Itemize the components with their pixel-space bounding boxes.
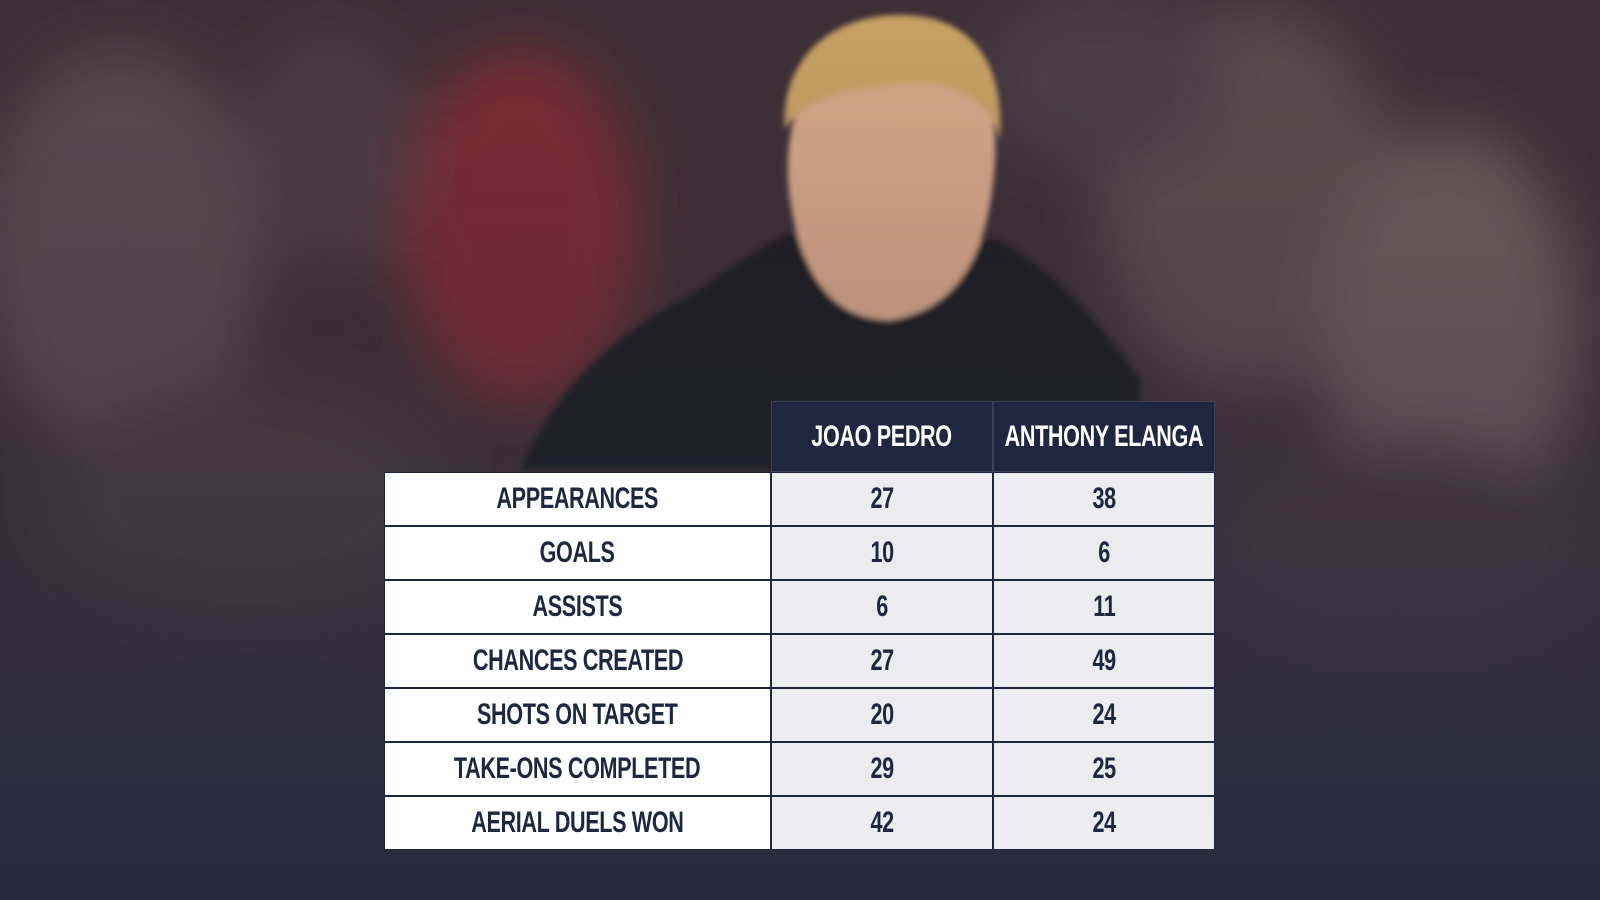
stat-label: APPEARANCES: [384, 472, 771, 526]
stat-value-text: 27: [870, 482, 894, 515]
stat-value: 24: [993, 688, 1215, 742]
stat-value: 11: [993, 580, 1215, 634]
stat-row: GOALS 10 6: [384, 526, 1215, 580]
stat-label-text: SHOTS ON TARGET: [477, 698, 678, 731]
stat-value-text: 24: [1092, 698, 1116, 731]
stat-value-text: 11: [1092, 590, 1116, 623]
player-header: ANTHONY ELANGA: [993, 401, 1215, 472]
stat-value: 49: [993, 634, 1215, 688]
stat-value-text: 20: [870, 698, 894, 731]
stats-table: JOAO PEDRO ANTHONY ELANGA APPEARANCES 27 38 G…: [384, 401, 1215, 850]
player-header: JOAO PEDRO: [771, 401, 993, 472]
stat-value: 42: [771, 796, 993, 850]
stat-value-text: 42: [870, 806, 894, 839]
stat-value-text: 49: [1092, 644, 1116, 677]
stat-value: 25: [993, 742, 1215, 796]
stat-row: AERIAL DUELS WON 42 24: [384, 796, 1215, 850]
stat-label: ASSISTS: [384, 580, 771, 634]
stat-value-text: 38: [1092, 482, 1116, 515]
stat-value: 6: [993, 526, 1215, 580]
stat-value-text: 6: [1098, 536, 1110, 569]
stat-value-text: 25: [1092, 752, 1116, 785]
player-header-text: ANTHONY ELANGA: [1004, 419, 1204, 453]
stat-label: CHANCES CREATED: [384, 634, 771, 688]
stat-value-text: 6: [876, 590, 888, 623]
stat-value: 38: [993, 472, 1215, 526]
stat-label: SHOTS ON TARGET: [384, 688, 771, 742]
stat-value-text: 10: [870, 536, 894, 569]
stat-value: 20: [771, 688, 993, 742]
stat-row: TAKE-ONS COMPLETED 29 25: [384, 742, 1215, 796]
stat-value: 27: [771, 472, 993, 526]
stat-value: 6: [771, 580, 993, 634]
stat-value: 27: [771, 634, 993, 688]
stat-label-text: ASSISTS: [532, 590, 623, 623]
stat-row: ASSISTS 6 11: [384, 580, 1215, 634]
stat-value-text: 29: [870, 752, 894, 785]
header-spacer: [384, 401, 771, 472]
player-header-text: JOAO PEDRO: [811, 419, 953, 453]
header-row: JOAO PEDRO ANTHONY ELANGA: [384, 401, 1215, 472]
stat-row: APPEARANCES 27 38: [384, 472, 1215, 526]
stat-value-text: 27: [870, 644, 894, 677]
stat-value: 10: [771, 526, 993, 580]
stat-label-text: AERIAL DUELS WON: [471, 806, 684, 839]
stat-label: TAKE-ONS COMPLETED: [384, 742, 771, 796]
stat-value: 24: [993, 796, 1215, 850]
stat-label-text: APPEARANCES: [496, 482, 659, 515]
stat-label-text: TAKE-ONS COMPLETED: [454, 752, 701, 785]
stat-label: AERIAL DUELS WON: [384, 796, 771, 850]
stat-value-text: 24: [1092, 806, 1116, 839]
stat-label-text: CHANCES CREATED: [472, 644, 683, 677]
stat-label-text: GOALS: [539, 536, 615, 569]
stat-row: SHOTS ON TARGET 20 24: [384, 688, 1215, 742]
stat-label: GOALS: [384, 526, 771, 580]
stat-row: CHANCES CREATED 27 49: [384, 634, 1215, 688]
stat-value: 29: [771, 742, 993, 796]
